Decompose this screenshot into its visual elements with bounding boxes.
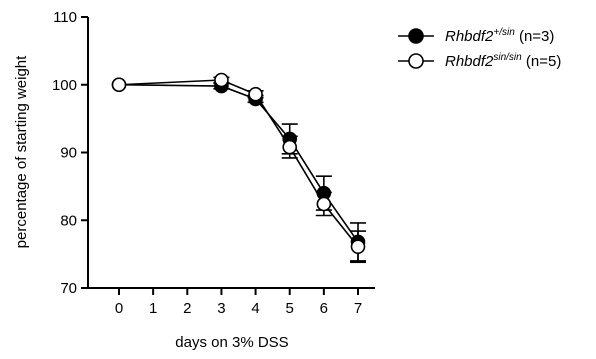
y-tick-label: 90 — [60, 145, 77, 162]
legend-marker — [408, 53, 424, 69]
data-point — [111, 77, 127, 93]
legend-label: Rhbdf2+/sin (n=3) — [445, 27, 554, 45]
series-line — [118, 79, 359, 248]
x-tick-label: 1 — [149, 300, 157, 317]
series-layer — [111, 72, 366, 264]
axes: 70 80 90 100 110 0 1 2 3 4 5 6 7 — [52, 9, 375, 317]
series-1 — [111, 77, 366, 262]
x-tick-label: 4 — [251, 300, 259, 317]
legend-label-base: Rhbdf2 — [445, 28, 494, 45]
legend-label-base: Rhbdf2 — [445, 53, 494, 70]
y-tick-label: 110 — [53, 9, 77, 26]
x-tick-label: 7 — [354, 300, 362, 317]
x-tick-label: 6 — [320, 300, 328, 317]
x-tick-label: 5 — [286, 300, 294, 317]
x-tick-label: 0 — [115, 300, 123, 317]
x-tick-label: 3 — [217, 300, 225, 317]
legend-label-superscript: +/sin — [493, 27, 515, 38]
data-point — [350, 239, 366, 254]
series-line — [118, 83, 359, 243]
y-axis-title: percentage of starting weight — [13, 55, 30, 248]
y-tick-label: 80 — [60, 212, 77, 229]
data-point — [248, 86, 263, 102]
legend-label: Rhbdf2sin/sin (n=5) — [445, 52, 561, 70]
legend: Rhbdf2+/sin (n=3)Rhbdf2sin/sin (n=5) — [398, 27, 561, 70]
legend-entry-1: Rhbdf2+/sin (n=3) — [398, 27, 554, 45]
series-2 — [111, 72, 366, 264]
data-point — [316, 196, 332, 212]
legend-marker — [408, 28, 424, 44]
data-point — [214, 72, 229, 88]
y-tick-label: 100 — [52, 77, 77, 94]
x-axis-title: days on 3% DSS — [175, 334, 288, 351]
legend-label-suffix: (n=3) — [515, 28, 555, 45]
legend-label-superscript: sin/sin — [493, 52, 522, 63]
x-tick-label: 2 — [183, 300, 191, 317]
legend-entry-2: Rhbdf2sin/sin (n=5) — [398, 52, 561, 70]
y-tick-label: 70 — [60, 280, 77, 297]
data-point — [282, 139, 298, 155]
legend-label-suffix: (n=5) — [522, 53, 562, 70]
